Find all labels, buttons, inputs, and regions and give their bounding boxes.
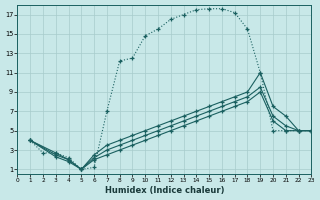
X-axis label: Humidex (Indice chaleur): Humidex (Indice chaleur) — [105, 186, 224, 195]
